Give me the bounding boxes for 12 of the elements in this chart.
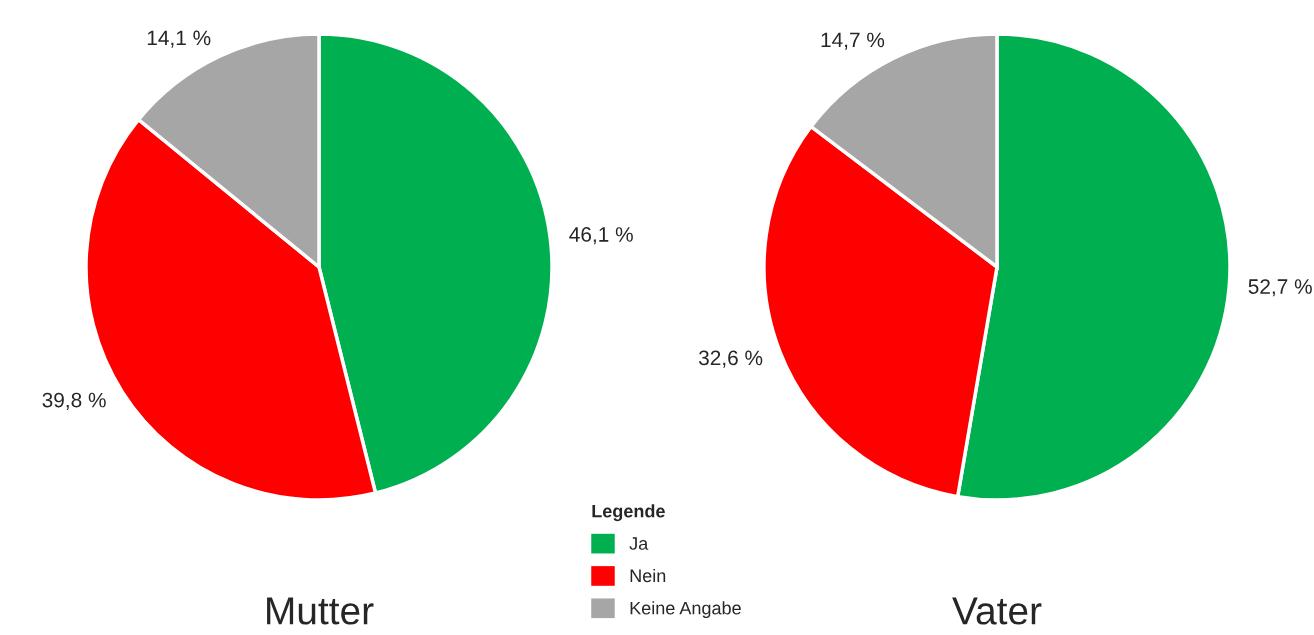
text: Mutter	[267, 597, 374, 625]
data-label: 14,1 %	[147, 30, 211, 48]
data-label: 14,7 %	[821, 32, 885, 50]
data-label: 39,8 %	[42, 392, 106, 410]
text: Vater	[952, 597, 1042, 625]
legend-label: Ja	[629, 537, 649, 550]
data-label: 52,7 %	[1248, 279, 1312, 297]
data-label: 32,6 %	[698, 350, 763, 368]
legend-label: Keine Angabe	[630, 601, 741, 619]
data-label: 46,1 %	[569, 227, 633, 245]
legend-label: Nein	[630, 568, 666, 583]
legend-title: Legende	[592, 504, 665, 522]
